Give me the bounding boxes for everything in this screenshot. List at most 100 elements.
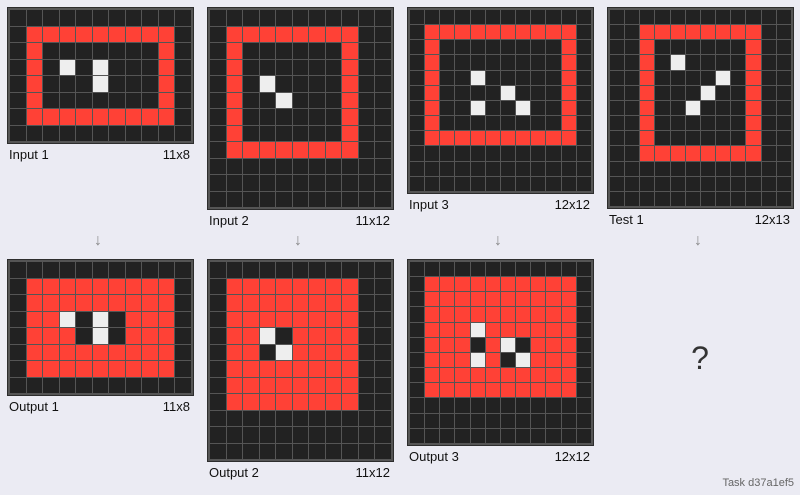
grid-cell: [259, 295, 276, 311]
grid-cell: [576, 262, 591, 277]
grid-cell: [158, 344, 175, 361]
grid-cell: [292, 26, 309, 43]
grid-cell: [410, 428, 425, 443]
grid-cell: [716, 161, 731, 176]
grid-cell: [531, 25, 546, 40]
grid-cell: [125, 295, 142, 311]
grid-cell: [516, 25, 531, 40]
grid-cell: [425, 85, 440, 100]
grid-cell: [325, 410, 342, 427]
grid-cell: [731, 70, 746, 85]
grid-cell: [561, 398, 576, 413]
grid-cell: [455, 307, 470, 322]
grid-cell: [485, 262, 500, 277]
grid-cell: [292, 10, 309, 26]
grid-cell: [685, 10, 700, 25]
grid-cell: [455, 322, 470, 337]
grid-cell: [325, 361, 342, 377]
grid-cell: [243, 125, 259, 142]
grid-cell: [292, 295, 309, 311]
grid-cell: [142, 295, 158, 311]
grid-cell: [26, 262, 43, 278]
grid-cell: [10, 59, 26, 76]
caption-test-1: Test 1 12x13: [607, 212, 792, 229]
grid-cell: [259, 262, 276, 278]
grid-cell: [546, 70, 561, 85]
grid-cell: [210, 344, 226, 361]
grid-cell: [259, 377, 276, 394]
grid-cell: [455, 352, 470, 368]
grid-cell: [276, 377, 292, 394]
grid-cell: [576, 55, 591, 70]
grid-cell: [358, 427, 375, 443]
grid-cell: [685, 25, 700, 40]
grid-cell: [76, 295, 92, 311]
grid-cell: [342, 410, 358, 427]
grid-cell: [142, 10, 158, 26]
grid-cell: [716, 85, 731, 100]
grid-cell: [576, 10, 591, 25]
grid-cell: [500, 40, 516, 55]
grid-cell: [485, 368, 500, 383]
panel-size: 11x8: [162, 399, 190, 415]
grid-cell: [561, 10, 576, 25]
grid-cell: [485, 146, 500, 161]
grid-cell: [375, 191, 391, 208]
grid-cell: [125, 361, 142, 377]
grid-cell: [59, 92, 76, 109]
grid-cell: [109, 344, 125, 361]
grid-cell: [576, 383, 591, 398]
grid-cell: [761, 40, 776, 55]
panel-input-3: Input 3 12x12: [407, 7, 594, 214]
grid-cell: [561, 146, 576, 161]
grid-cell: [576, 413, 591, 428]
grid-cell: [210, 443, 226, 460]
grid-cell: [259, 10, 276, 26]
grid-cell: [440, 383, 455, 398]
grid-cell: [276, 262, 292, 278]
grid-cell: [546, 25, 561, 40]
grid-cell: [43, 10, 59, 26]
grid-cell: [276, 328, 292, 344]
grid-cell: [76, 125, 92, 142]
grid-cell: [546, 307, 561, 322]
grid-cell: [142, 109, 158, 125]
grid-cell: [226, 328, 243, 344]
grid-cell: [500, 292, 516, 307]
grid-cell: [375, 377, 391, 394]
grid-cell: [226, 142, 243, 158]
grid-cell: [92, 92, 109, 109]
grid-cell: [325, 344, 342, 361]
grid-cell: [425, 352, 440, 368]
grid-cell: [342, 43, 358, 59]
grid-cell: [655, 146, 670, 161]
grid-cell: [210, 109, 226, 125]
grid-cell: [243, 158, 259, 175]
grid-cell: [26, 361, 43, 377]
grid-cell: [259, 158, 276, 175]
grid-cell: [59, 109, 76, 125]
grid-cell: [10, 43, 26, 59]
grid-cell: [776, 10, 791, 25]
grid-cell: [175, 125, 191, 142]
grid-cell: [685, 55, 700, 70]
grid-cell: [410, 337, 425, 352]
grid-cell: [455, 262, 470, 277]
grid-cell: [576, 307, 591, 322]
grid-cell: [516, 116, 531, 131]
grid-cell: [292, 158, 309, 175]
grid-cell: [259, 427, 276, 443]
grid-cell: [625, 25, 640, 40]
grid-cell: [500, 116, 516, 131]
grid-cell: [243, 43, 259, 59]
grid-cell: [716, 191, 731, 207]
grid-cell: [455, 55, 470, 70]
grid-cell: [640, 161, 655, 176]
grid-cell: [325, 295, 342, 311]
grid-cell: [470, 116, 485, 131]
grid-cell: [158, 92, 175, 109]
grid-cell: [761, 191, 776, 207]
grid-cell: [500, 428, 516, 443]
grid-cell: [546, 398, 561, 413]
grid-cell: [292, 43, 309, 59]
